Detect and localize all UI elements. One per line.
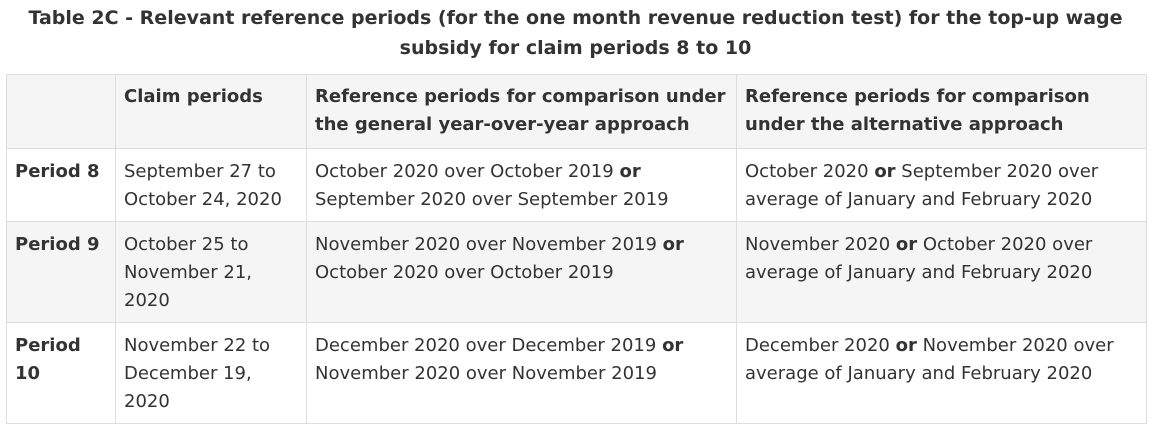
general-first: November 2020 over November 2019 xyxy=(315,234,657,255)
general-first: October 2020 over October 2019 xyxy=(315,161,614,182)
header-general-approach: Reference periods for comparison under t… xyxy=(306,74,737,149)
reference-periods-table: Claim periods Reference periods for comp… xyxy=(6,74,1147,424)
row-alternative-approach: November 2020 or October 2020 over avera… xyxy=(736,221,1147,323)
table-caption: Table 2C - Relevant reference periods (f… xyxy=(28,7,1123,59)
table-row: Period 9 October 25 to November 21, 2020… xyxy=(6,221,1147,323)
general-first: December 2020 over December 2019 xyxy=(315,335,657,356)
general-second: September 2020 over September 2019 xyxy=(315,189,669,210)
row-alternative-approach: October 2020 or September 2020 over aver… xyxy=(736,148,1147,222)
row-period-label: Period 8 xyxy=(6,148,116,222)
row-claim-dates: November 22 to December 19, 2020 xyxy=(115,322,307,424)
row-alternative-approach: December 2020 or November 2020 over aver… xyxy=(736,322,1147,424)
table-row: Period 10 November 22 to December 19, 20… xyxy=(6,322,1147,424)
or-separator: or xyxy=(662,234,684,255)
general-second: November 2020 over November 2019 xyxy=(315,363,657,384)
row-general-approach: December 2020 over December 2019 or Nove… xyxy=(306,322,737,424)
row-claim-dates: October 25 to November 21, 2020 xyxy=(115,221,307,323)
alternative-second: October 2020 over average of January and… xyxy=(745,234,1093,283)
header-claim-periods: Claim periods xyxy=(115,74,307,149)
alternative-first: December 2020 xyxy=(745,335,890,356)
or-separator: or xyxy=(619,161,641,182)
row-period-label: Period 10 xyxy=(6,322,116,424)
general-second: October 2020 over October 2019 xyxy=(315,262,614,283)
row-claim-dates: September 27 to October 24, 2020 xyxy=(115,148,307,222)
row-period-label: Period 9 xyxy=(6,221,116,323)
alternative-second: November 2020 over average of January an… xyxy=(745,335,1114,384)
alternative-first: October 2020 xyxy=(745,161,869,182)
or-separator: or xyxy=(874,161,896,182)
row-general-approach: November 2020 over November 2019 or Octo… xyxy=(306,221,737,323)
table-header-row: Claim periods Reference periods for comp… xyxy=(6,74,1147,149)
row-general-approach: October 2020 over October 2019 or Septem… xyxy=(306,148,737,222)
alternative-first: November 2020 xyxy=(745,234,891,255)
or-separator: or xyxy=(895,234,918,255)
or-separator: or xyxy=(662,335,684,356)
or-separator: or xyxy=(895,335,917,356)
alternative-second: September 2020 over average of January a… xyxy=(745,161,1099,210)
header-alternative-approach: Reference periods for comparison under t… xyxy=(736,74,1147,149)
header-blank xyxy=(6,74,116,149)
table-row: Period 8 September 27 to October 24, 202… xyxy=(6,148,1147,222)
